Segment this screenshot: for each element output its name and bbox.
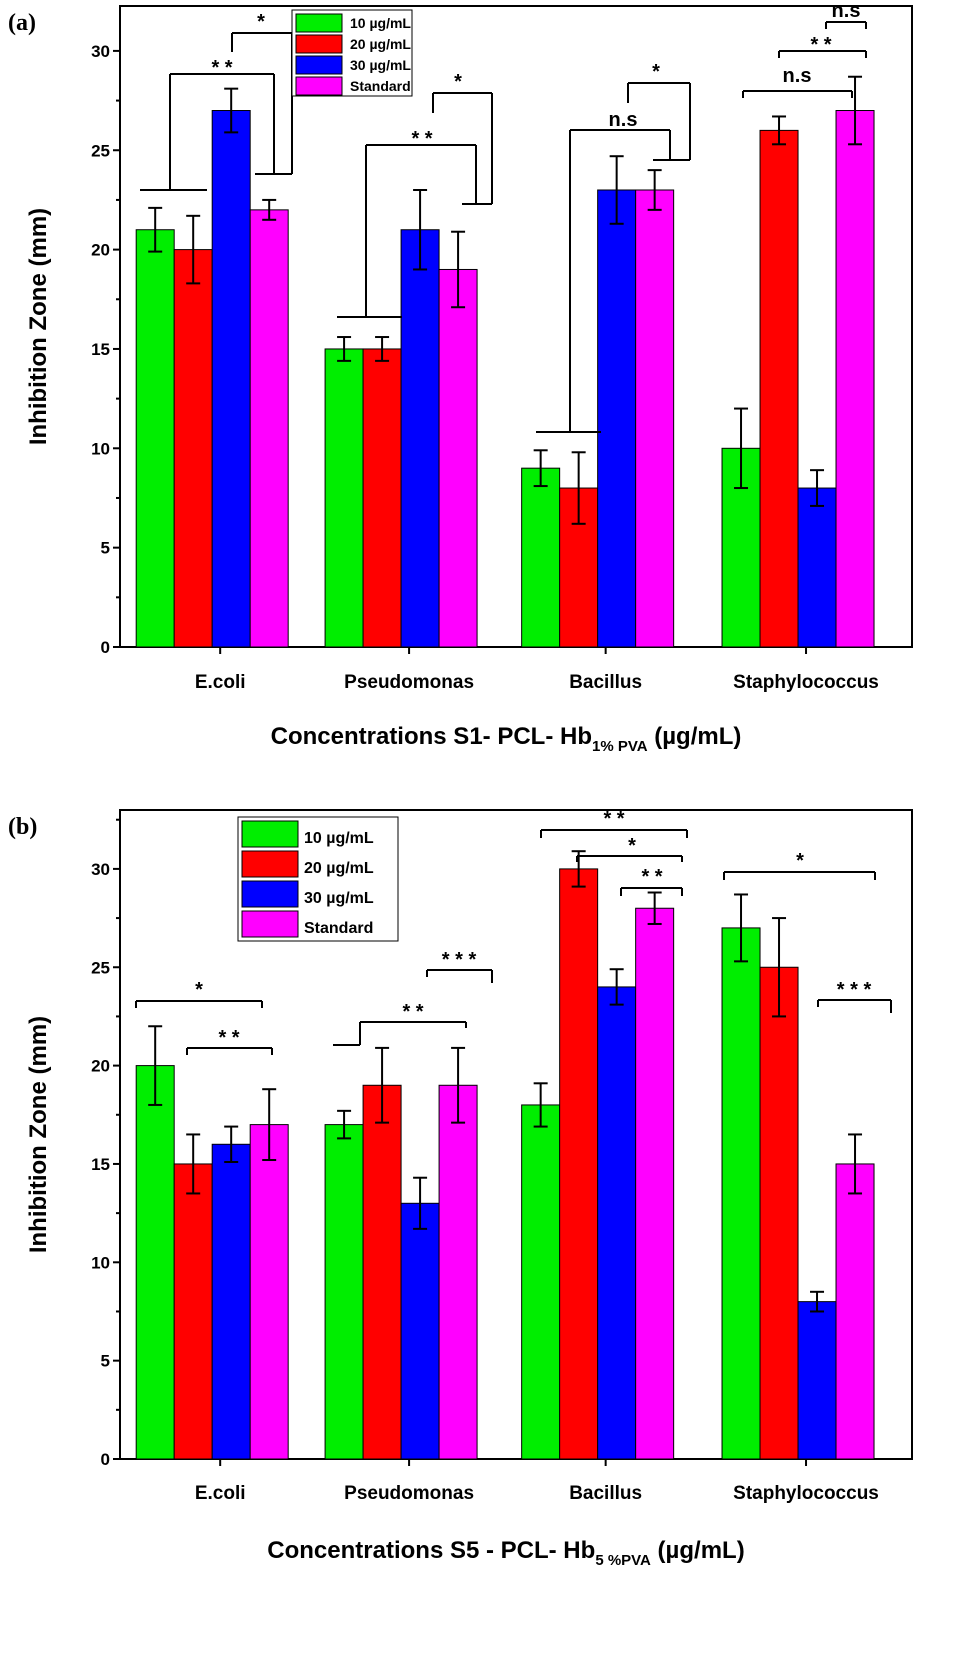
bar [211,110,251,648]
bar [135,1065,175,1460]
significance-label: * * [411,128,432,150]
bar [400,1202,440,1460]
significance-label: * * * [837,979,872,1001]
significance-label: * * [641,866,662,888]
bar [438,1084,478,1460]
bar [521,467,561,648]
bar [249,1124,289,1460]
bar [362,348,402,648]
y-tick-label: 25 [91,958,110,977]
x-tick-label: Bacillus [569,672,642,693]
significance-label: * [195,979,203,1001]
bar [521,1104,561,1460]
bar [324,348,364,648]
y-tick-label: 30 [91,42,110,61]
bar [324,1124,364,1460]
legend-label: Standard [304,920,373,937]
legend-swatch [241,910,299,938]
bar [759,966,799,1460]
legend-label: Standard [350,78,411,94]
y-axis-title: Inhibition Zone (mm) [25,208,52,445]
x-axis-title: Concentrations S5 - PCL- Hb5 %PVA (µg/mL… [267,1537,744,1569]
bar [835,1163,875,1460]
y-tick-label: 10 [91,439,110,458]
panel-label: (b) [8,814,37,840]
legend-swatch [295,34,343,54]
bar [597,986,637,1460]
legend-swatch [241,820,299,848]
x-tick-label: E.coli [195,672,246,693]
chart-panel-b: (b) 0 5 10 15 20 25 30 E.coli Pseudomonas Bacillus… [8,808,913,1569]
significance-label: * * [218,1027,239,1049]
bar [835,110,875,648]
bar [559,868,599,1460]
significance-label: n.s [783,65,812,87]
y-tick-label: 5 [101,1352,110,1371]
legend-swatch [295,76,343,96]
bar [173,249,213,648]
significance-label: * [454,71,462,93]
bar [400,229,440,648]
y-tick-label: 25 [91,141,110,160]
bar [211,1143,251,1460]
significance-label: n.s [832,0,861,22]
significance-label: * * [402,1001,423,1023]
bar [797,487,837,648]
legend-label: 30 µg/mL [304,890,374,907]
bar [173,1163,213,1460]
bar [635,907,675,1460]
legend-swatch [295,13,343,33]
bar [249,209,289,648]
plot-frame [119,5,913,648]
y-tick-label: 0 [101,1450,110,1469]
x-tick-label: Bacillus [569,1483,642,1504]
bar [635,189,675,648]
y-tick-label: 0 [101,638,110,657]
x-tick-label: Staphylococcus [733,672,879,693]
bar [721,927,761,1460]
legend-label: 10 µg/mL [350,15,411,31]
legend-label: 30 µg/mL [350,57,411,73]
bar [362,1084,402,1460]
legend-swatch [295,55,343,75]
significance-label: * [257,11,265,33]
bar [797,1301,837,1460]
bar [759,129,799,648]
x-tick-label: Staphylococcus [733,1483,879,1504]
x-tick-label: Pseudomonas [344,1483,474,1504]
significance-label: * * [810,34,831,56]
y-axis-title: Inhibition Zone (mm) [25,1016,52,1253]
legend-label: 20 µg/mL [350,36,411,52]
y-tick-label: 15 [91,1155,110,1174]
significance-label: * [652,61,660,83]
y-tick-label: 20 [91,1057,110,1076]
y-tick-label: 20 [91,241,110,260]
significance-label: * * * [442,949,477,971]
significance-label: * * [211,57,232,79]
y-tick-label: 10 [91,1253,110,1272]
panel-label: (a) [8,10,36,36]
legend-label: 20 µg/mL [304,860,374,877]
bar [135,229,175,648]
plot-frame [119,809,913,1460]
bar [597,189,637,648]
legend-swatch [241,850,299,878]
legend-swatch [241,880,299,908]
significance-label: * [628,835,636,857]
legend-label: 10 µg/mL [304,830,374,847]
significance-label: * [796,850,804,872]
legend: 10 µg/mL 20 µg/mL 30 µg/mL Standard [237,816,399,942]
significance-label: * * [603,808,624,830]
legend: 10 µg/mL 20 µg/mL 30 µg/mL Standard [291,9,413,97]
bar [438,268,478,648]
x-axis-title: Concentrations S1- PCL- Hb1% PVA (µg/mL) [271,723,742,755]
y-tick-label: 5 [101,539,110,558]
significance-label: n.s [609,109,638,131]
y-tick-label: 30 [91,860,110,879]
x-tick-label: E.coli [195,1483,246,1504]
chart-panel-a: (a) 0 5 10 15 20 25 30 E.coli Pseudomonas Bacillus… [8,0,913,755]
x-tick-label: Pseudomonas [344,672,474,693]
y-tick-label: 15 [91,340,110,359]
